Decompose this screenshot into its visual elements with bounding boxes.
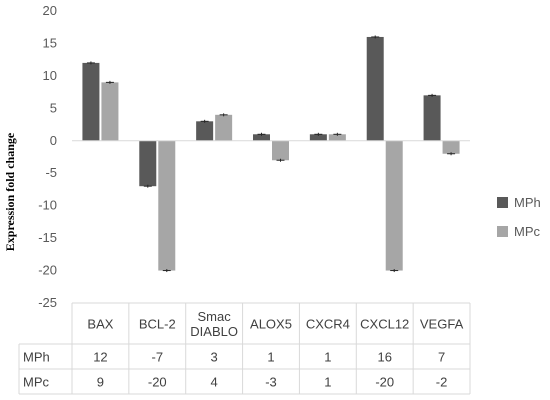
- bar-mpc-bcl-2: [158, 140, 176, 271]
- y-tick-label: -25: [38, 295, 57, 310]
- bar-mpc-cxcr4: [328, 134, 346, 141]
- table-cell-value: 1: [267, 350, 274, 365]
- bar-mph-cxcl12: [366, 36, 384, 141]
- y-tick-label: 15: [43, 35, 57, 50]
- category-label: DIABLO: [190, 324, 238, 339]
- table-cell-value: 7: [438, 350, 445, 365]
- category-label: BCL-2: [139, 317, 176, 332]
- bar-mpc-cxcl12: [385, 140, 403, 271]
- y-tick-label: 10: [43, 68, 57, 83]
- table-cell-value: 4: [211, 375, 218, 390]
- category-label: VEGFA: [420, 317, 464, 332]
- table-cell-value: 1: [324, 350, 331, 365]
- bar-mph-bax: [82, 62, 100, 141]
- legend-swatch-mph: [497, 197, 508, 208]
- bar-mph-cxcr4: [309, 134, 327, 141]
- table-cell-value: -20: [375, 375, 394, 390]
- table-cell-value: -3: [265, 375, 277, 390]
- y-tick-label: 0: [50, 133, 57, 148]
- category-label: ALOX5: [250, 317, 292, 332]
- table-cell-value: 16: [377, 350, 391, 365]
- y-axis-ticks: 20 15 10 5 0 -5 -10 -15 -20 -25: [38, 3, 57, 310]
- legend: MPh MPc: [497, 195, 541, 239]
- table-cell-value: 1: [324, 375, 331, 390]
- bar-mpc-vegfa: [442, 140, 460, 154]
- table-cell-value: -2: [436, 375, 448, 390]
- bar-mpc-smac-diablo: [215, 114, 233, 141]
- table-cell-value: -7: [152, 350, 164, 365]
- bar-mph-alox5: [253, 134, 270, 141]
- table-cell-value: -20: [148, 375, 167, 390]
- bar-mpc-bax: [101, 82, 119, 141]
- table-cell-value: 9: [97, 375, 104, 390]
- category-label: Smac: [198, 309, 232, 324]
- bar-mph-smac-diablo: [196, 121, 214, 141]
- y-tick-label: 5: [50, 100, 57, 115]
- table-cell-value: 3: [211, 350, 218, 365]
- bar-mph-bcl-2: [139, 140, 157, 187]
- bars-group: [82, 35, 460, 273]
- y-tick-label: 20: [43, 3, 57, 18]
- y-tick-label: -10: [38, 198, 57, 213]
- y-tick-label: -20: [38, 263, 57, 278]
- legend-label-mpc: MPc: [514, 224, 541, 239]
- y-axis-label: Expression fold change: [3, 132, 17, 251]
- category-label: CXCR4: [306, 317, 350, 332]
- table-cell-value: 12: [93, 350, 107, 365]
- y-tick-label: -5: [45, 165, 57, 180]
- table-series-name: MPc: [23, 375, 50, 390]
- category-label: CXCL12: [360, 317, 409, 332]
- legend-swatch-mpc: [497, 226, 508, 237]
- bar-mpc-alox5: [272, 140, 289, 161]
- table-series-name: MPh: [23, 350, 50, 365]
- bar-mph-vegfa: [423, 95, 441, 141]
- legend-label-mph: MPh: [514, 195, 541, 210]
- category-label: BAX: [87, 317, 113, 332]
- y-tick-label: -15: [38, 230, 57, 245]
